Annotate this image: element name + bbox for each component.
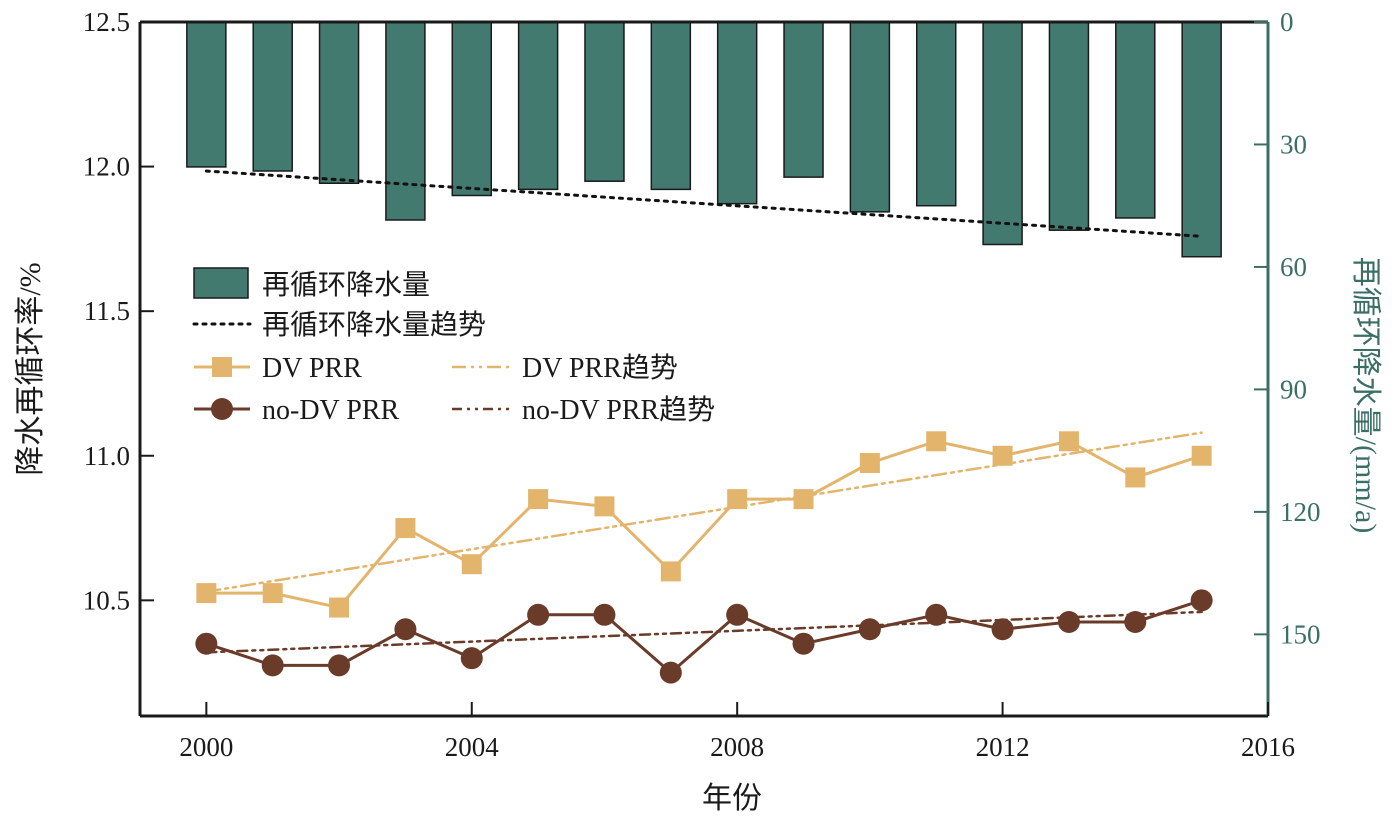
bar-2001 <box>252 21 293 172</box>
x-tick-label: 2004 <box>445 732 500 762</box>
nodv-point-2011 <box>925 603 948 626</box>
bar-2012 <box>982 21 1023 246</box>
dv-point-2014 <box>1125 467 1146 488</box>
nodv-point-2013 <box>1057 611 1080 634</box>
nodv-point-2003 <box>394 618 417 641</box>
nodv-point-2006 <box>593 603 616 626</box>
series-line-2 <box>206 439 1203 610</box>
y-left-tick-label: 11.5 <box>84 296 130 326</box>
legend-label: DV PRR <box>262 353 362 384</box>
y-right-tick-label: 90 <box>1280 374 1307 404</box>
y-left-tick-label: 12.0 <box>83 152 130 182</box>
legend-swatch-dv-marker <box>212 357 232 377</box>
dv-point-2010 <box>859 452 880 473</box>
line-series <box>195 431 1213 684</box>
dv-point-2015 <box>1191 445 1212 466</box>
trend-5 <box>205 610 1203 654</box>
trend-1 <box>204 169 1204 238</box>
dv-point-2005 <box>528 489 549 510</box>
x-tick-label: 2016 <box>1241 732 1295 762</box>
axis-titles: 年份 降水再循环率/% 再循环降水量/(mm/a) <box>14 257 1382 815</box>
bar-2003 <box>385 21 426 221</box>
x-tick-label: 2000 <box>179 732 233 762</box>
dv-point-2006 <box>594 496 615 517</box>
tick-labels: 10.5 11.0 11.5 12.0 12.5 0 30 60 90 120 150 2000 200… <box>83 7 1321 762</box>
y-right-tick-label: 60 <box>1280 252 1307 282</box>
bar-2015 <box>1181 21 1222 258</box>
y-left-tick-label: 11.0 <box>84 441 130 471</box>
nodv-point-2004 <box>460 647 483 670</box>
bar-2014 <box>1115 21 1156 219</box>
trend-3 <box>205 431 1203 593</box>
dv-point-2000 <box>196 583 217 604</box>
legend-label: 再循环降水量趋势 <box>262 309 486 341</box>
nodv-point-2002 <box>328 654 351 677</box>
bar-2010 <box>849 21 891 213</box>
dv-point-2013 <box>1058 431 1079 452</box>
x-axis-title: 年份 <box>702 782 762 815</box>
dv-point-2012 <box>992 445 1013 466</box>
y-left-tick-label: 10.5 <box>83 585 130 615</box>
series-line-4 <box>205 598 1203 675</box>
bar-2007 <box>650 21 692 191</box>
nodv-point-2007 <box>659 661 682 684</box>
bar-2000 <box>186 21 227 168</box>
dv-point-2008 <box>727 489 748 510</box>
y-right-tick-label: 30 <box>1280 129 1307 159</box>
dv-point-2004 <box>461 554 482 575</box>
nodv-point-2001 <box>261 654 284 677</box>
bar-2005 <box>517 21 559 191</box>
bar-2008 <box>716 21 758 205</box>
legend-swatch-nodv-marker <box>211 398 233 420</box>
legend-label: 再循环降水量 <box>262 269 430 301</box>
legend-label: DV PRR趋势 <box>522 352 678 384</box>
dv-point-2003 <box>395 518 416 539</box>
y-right-tick-label: 120 <box>1280 497 1321 527</box>
bar-2013 <box>1048 21 1090 231</box>
axes <box>138 20 1270 718</box>
bar-2011 <box>915 21 957 207</box>
legend-label: no-DV PRR <box>262 395 400 426</box>
y-right-axis-title: 再循环降水量/(mm/a) <box>1349 257 1382 534</box>
nodv-point-2009 <box>792 632 815 655</box>
dv-point-2011 <box>926 431 947 452</box>
x-tick-label: 2012 <box>976 732 1030 762</box>
nodv-point-2015 <box>1190 589 1213 612</box>
dv-point-2007 <box>660 561 681 582</box>
nodv-point-2008 <box>726 603 749 626</box>
nodv-point-2014 <box>1124 611 1147 634</box>
legend-label: no-DV PRR趋势 <box>522 394 715 426</box>
bar-2006 <box>584 21 625 182</box>
y-right-tick-label: 0 <box>1280 7 1294 37</box>
x-tick-label: 2008 <box>710 732 764 762</box>
legend-swatch-bar <box>193 267 249 299</box>
y-right-tick-label: 150 <box>1280 619 1321 649</box>
bar-2009 <box>783 21 824 178</box>
bar-2004 <box>451 21 493 197</box>
nodv-point-2000 <box>195 632 218 655</box>
nodv-point-2010 <box>858 618 881 641</box>
dv-point-2001 <box>262 583 283 604</box>
dv-point-2002 <box>329 597 350 618</box>
dv-point-2009 <box>793 489 814 510</box>
bar-2002 <box>318 21 360 185</box>
bar-series <box>186 21 1222 258</box>
nodv-point-2005 <box>527 603 550 626</box>
y-left-axis-title: 降水再循环率/% <box>14 262 47 475</box>
nodv-point-2012 <box>991 618 1014 641</box>
y-left-tick-label: 12.5 <box>83 7 130 37</box>
